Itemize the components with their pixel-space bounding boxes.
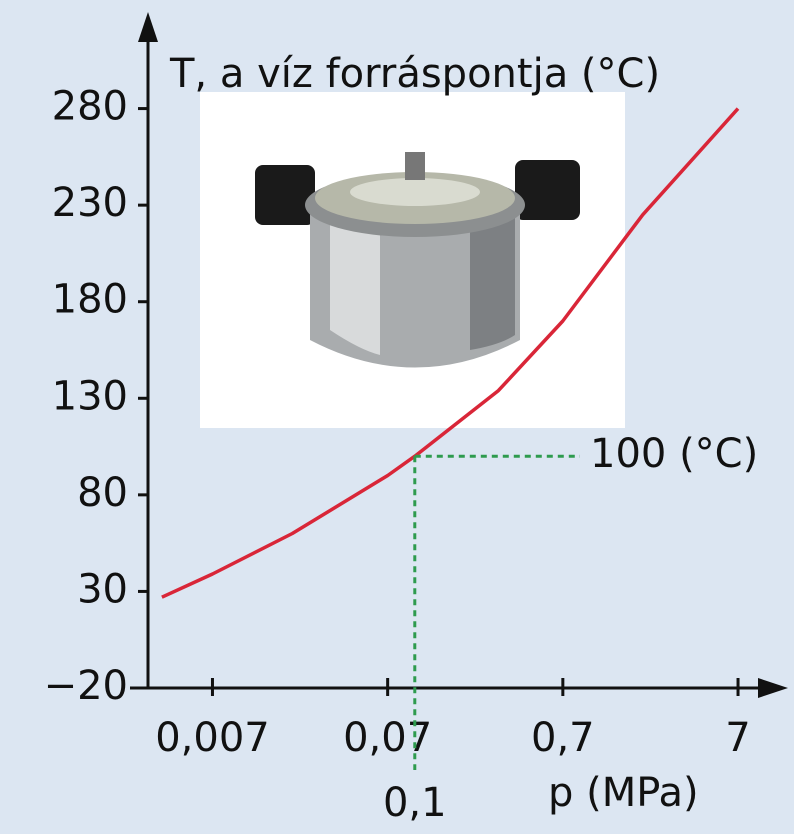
y-tick-label: 230: [52, 180, 128, 226]
y-tick-label: −20: [44, 663, 128, 709]
y-tick-label: 280: [52, 84, 128, 130]
pot-photo: [200, 92, 625, 428]
y-tick-label: 30: [77, 566, 128, 612]
y-tick-label: 130: [52, 373, 128, 419]
x-tick-label: 0,07: [343, 715, 432, 761]
x-tick-label: 0,7: [531, 715, 595, 761]
annotation: 100 (°C): [590, 431, 758, 477]
x-axis-title: p (MPa): [548, 770, 699, 816]
y-axis-title: T, a víz forráspontja (°C): [169, 51, 660, 97]
y-tick-label: 180: [52, 277, 128, 323]
x-tick-label: 7: [725, 715, 750, 761]
chart: T, a víz forráspontja (°C) p (MPa) −20 30…: [0, 0, 794, 834]
annotation: 0,1: [383, 780, 447, 826]
x-tick-label: 0,007: [155, 715, 270, 761]
y-tick-label: 80: [77, 470, 128, 516]
